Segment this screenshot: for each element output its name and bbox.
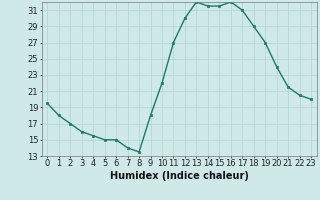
X-axis label: Humidex (Indice chaleur): Humidex (Indice chaleur) xyxy=(110,171,249,181)
